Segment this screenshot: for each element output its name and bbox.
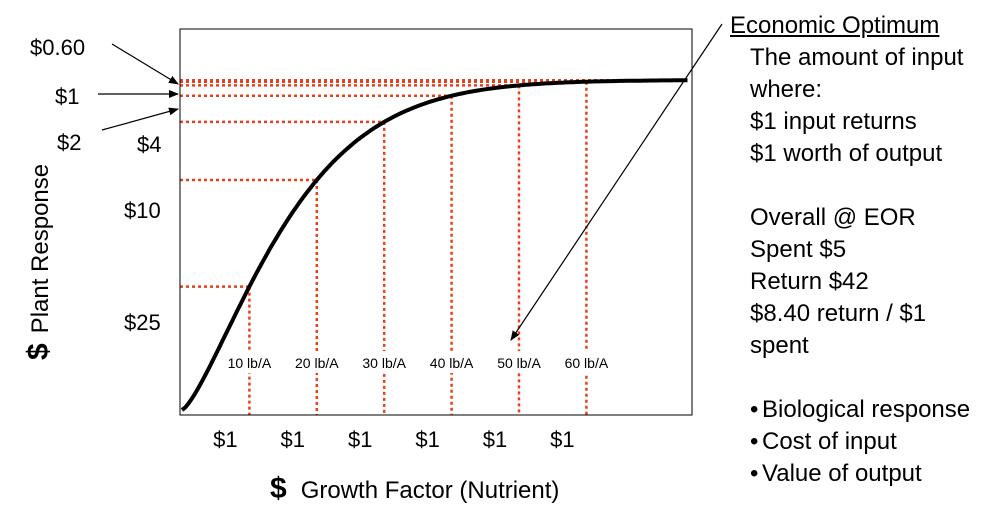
rate-label: 60 lb/A [565,355,609,371]
overall-line: $8.40 return / $1 [750,300,927,327]
rate-label-background [421,351,482,373]
factor-list: • Biological response • Cost of input • Val… [730,394,998,490]
plot-frame [179,28,693,416]
y-axis-dollar-symbol: $ [22,343,55,360]
arrows-group [98,23,723,341]
overall-line: Overall @ EOR [750,204,916,231]
x-axis-label: Growth Factor (Nutrient) [300,477,560,504]
response-value-label: $10 [124,198,161,223]
response-curve [180,78,688,412]
overall-line: Spent $5 [750,236,847,263]
rate-label-background [286,351,347,373]
input-cost-label: $1 [213,427,237,452]
rate-label-background [489,351,549,373]
factor-item: • Biological response [750,396,971,423]
input-cost-label: $1 [348,427,372,452]
panel-title: Economic Optimum [730,12,940,39]
response-value-label: $25 [124,310,161,335]
overall-line: Return $42 [750,268,869,295]
definition-line: where: [750,76,823,103]
rate-label: 30 lb/A [362,355,406,371]
definition-line: $1 worth of output [750,140,943,167]
y-axis-title: $ Plant Response [22,164,56,360]
rate-label-background [354,351,415,373]
economic-optimum-panel: Economic Optimum The amount of input whe… [730,10,998,490]
input-cost-label: $1 [483,427,507,452]
definition-line: The amount of input [750,44,964,71]
overall-line: spent [750,332,809,359]
response-value-label: $0.60 [30,35,85,60]
rate-label: 10 lb/A [228,355,272,371]
rate-label: 20 lb/A [295,355,339,371]
response-value-label: $4 [137,132,161,157]
chart-text-group: 10 lb/A 20 lb/A 30 lb/A 40 lb/A 50 lb/A 60 lb… [30,35,617,452]
rate-label-background [556,351,617,373]
rate-label: 40 lb/A [430,355,474,371]
input-cost-label: $1 [550,427,574,452]
x-axis-dollar-symbol: $ [270,472,287,505]
factor-item: • Cost of input [750,428,897,455]
panel-definition: The amount of input where: $1 input retu… [730,42,998,394]
pointer-arrow [101,107,179,131]
pointer-arrow [111,43,179,85]
pointer-arrow [510,23,723,341]
response-value-label: $1 [55,84,79,109]
rate-label: 50 lb/A [497,355,541,371]
response-value-label: $2 [57,130,81,155]
input-cost-label: $1 [281,427,305,452]
factor-item: • Value of output [750,460,922,487]
rate-label-background [219,351,280,373]
definition-line: $1 input returns [750,108,917,135]
y-axis-label: Plant Response [27,163,54,334]
x-axis-title: $ Growth Factor (Nutrient) [270,472,559,506]
input-cost-label: $1 [415,427,439,452]
